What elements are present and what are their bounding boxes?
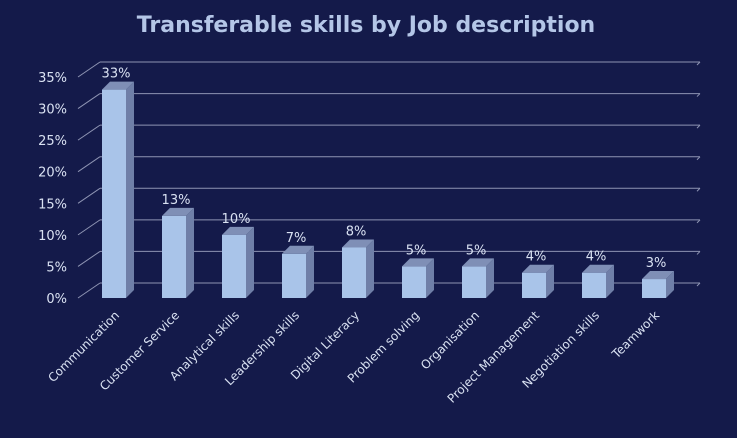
bar-front	[342, 247, 366, 298]
bar-side	[126, 81, 134, 298]
bar-top	[102, 81, 134, 90]
chart-title: Transferable skills by Job description	[137, 13, 595, 38]
y-tick-label: 10%	[38, 229, 67, 244]
bar-front	[162, 215, 186, 298]
data-label: 5%	[406, 243, 427, 258]
gridline-tick	[696, 156, 701, 161]
gridline-tick	[696, 93, 701, 97]
bar-10	[642, 271, 674, 298]
bar-2	[162, 207, 194, 298]
data-label: 8%	[346, 224, 367, 239]
bar-7	[462, 258, 494, 298]
bar-side	[486, 258, 494, 298]
data-label: 10%	[222, 212, 251, 227]
gridline-depth	[77, 187, 101, 204]
data-label: 3%	[646, 256, 667, 271]
bar-side	[606, 264, 614, 298]
data-label: 13%	[162, 193, 191, 208]
gridline-tick	[696, 124, 701, 129]
bar-top	[282, 245, 314, 254]
bar-front	[582, 272, 606, 298]
data-label: 5%	[466, 243, 487, 258]
gridline-tick	[696, 61, 701, 66]
bar-8	[522, 264, 554, 298]
bar-side	[306, 245, 314, 298]
bar-side	[546, 264, 554, 298]
gridline-depth	[77, 282, 101, 299]
bar-front	[462, 266, 486, 298]
bar-6	[402, 258, 434, 298]
bar-4	[282, 245, 314, 298]
bar-top	[522, 264, 554, 273]
bar-top	[342, 239, 374, 248]
bar-top	[222, 226, 254, 235]
bar-side	[366, 239, 374, 298]
bars	[102, 81, 674, 298]
y-tick-label: 0%	[46, 292, 67, 307]
bar-side	[186, 207, 194, 298]
bar-side	[246, 226, 254, 298]
gridline-depth	[77, 251, 101, 267]
y-tick-label: 25%	[38, 134, 67, 149]
gridline-tick	[696, 251, 701, 255]
y-tick-label: 35%	[38, 71, 67, 86]
data-label: 7%	[286, 231, 307, 246]
gridline-depth	[77, 124, 101, 141]
bar-front	[102, 89, 126, 298]
y-tick-label: 30%	[38, 103, 67, 118]
bar-top	[582, 264, 614, 273]
gridline-tick	[696, 219, 701, 224]
gridline-depth	[77, 61, 101, 78]
bar-side	[666, 271, 674, 298]
bar-top	[162, 207, 194, 216]
data-label: 33%	[102, 67, 131, 82]
y-axis-ticks: 0% 5% 10% 15% 20% 25% 30% 35%	[38, 71, 67, 307]
data-label: 4%	[526, 250, 547, 265]
gridline-tick	[696, 282, 701, 287]
y-tick-label: 20%	[38, 166, 67, 181]
bar-front	[282, 253, 306, 298]
bar-3	[222, 226, 254, 298]
bar-top	[402, 258, 434, 267]
bar-9	[582, 264, 614, 298]
y-tick-label: 5%	[46, 260, 67, 275]
bar-side	[426, 258, 434, 298]
gridlines	[77, 61, 701, 299]
bar-1	[102, 81, 134, 298]
bar-top	[642, 271, 674, 280]
gridline-tick	[696, 187, 701, 192]
bar-5	[342, 239, 374, 298]
gridline-depth	[77, 219, 101, 236]
x-axis-label: Organisation	[418, 308, 482, 372]
bar-front	[402, 266, 426, 298]
x-axis-label: Teamwork	[609, 308, 663, 362]
bar-front	[222, 234, 246, 298]
data-label: 4%	[586, 250, 607, 265]
gridline-depth	[77, 93, 101, 109]
bar-front	[642, 279, 666, 298]
bar-front	[522, 272, 546, 298]
data-labels: 33% 13% 10% 7% 8% 5% 5% 4% 4% 3%	[102, 67, 667, 271]
bar-top	[462, 258, 494, 267]
y-tick-label: 15%	[38, 197, 67, 212]
gridline-depth	[77, 156, 101, 173]
